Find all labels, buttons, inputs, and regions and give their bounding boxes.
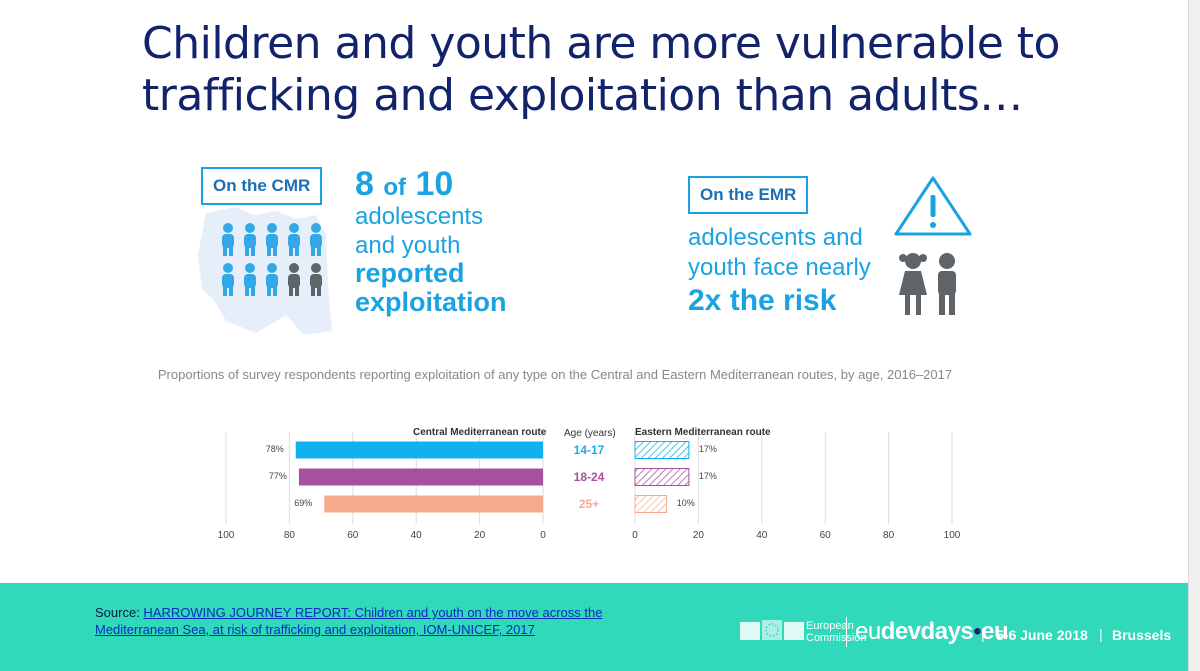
tick-left: 100 [217, 530, 235, 541]
central-value-label: 77% [268, 471, 287, 481]
eudevdays-logo[interactable]: eudevdays•eu [855, 618, 1009, 646]
central-route-header: Central Mediterranean route [413, 427, 547, 438]
central-value-label: 69% [294, 498, 313, 508]
cmr-label: On the CMR [201, 167, 323, 205]
ec-line1: European [806, 620, 854, 632]
eastern-bar-14-17 [634, 441, 690, 459]
cmr-stat-of: of [383, 174, 407, 201]
emr-line3: 2x the risk [688, 284, 837, 317]
people-icons-8-of-10 [222, 223, 322, 296]
tick-right: 0 [632, 530, 638, 541]
tick-left: 60 [347, 530, 359, 541]
site-eu: eu [855, 618, 881, 645]
tick-right: 40 [756, 530, 768, 541]
site-dot: • [973, 618, 982, 645]
age-label-18-24: 18-24 [573, 470, 605, 484]
tick-right: 80 [883, 530, 895, 541]
site-dev: devdays [880, 618, 974, 645]
warning-icon [894, 176, 972, 236]
cmr-line1: adolescents [355, 203, 484, 230]
chart-bars [295, 441, 690, 513]
age-label-14-17: 14-17 [573, 443, 605, 457]
footer-sep1: | [981, 626, 985, 642]
footer-divider [846, 617, 847, 647]
tick-left: 20 [474, 530, 486, 541]
footer-band [0, 583, 1200, 671]
eastern-bar-25+ [634, 495, 668, 513]
cmr-stat-b: 10 [415, 165, 454, 203]
cmr-line2: and youth [355, 232, 461, 259]
vertical-scrollbar[interactable] [1188, 0, 1200, 671]
cmr-stat: 8 of 10 [355, 165, 453, 204]
european-commission-logo-icon [740, 620, 804, 640]
age-header: Age (years) [564, 428, 616, 439]
page-title: Children and youth are more vulnerable t… [142, 18, 1060, 121]
tick-left: 80 [283, 530, 295, 541]
eastern-value-label: 10% [676, 498, 695, 508]
central-bar-14-17 [295, 441, 543, 459]
event-city: Brussels [1112, 627, 1172, 643]
european-commission-label: European Commission [806, 620, 867, 644]
tick-left: 40 [410, 530, 422, 541]
emr-line1: adolescents and [688, 224, 863, 251]
source-link-line1[interactable]: HARROWING JOURNEY REPORT: Children and y… [143, 605, 603, 620]
emr-label: On the EMR [688, 176, 809, 214]
children-icon [899, 253, 956, 315]
cmr-line4: exploitation [355, 287, 507, 317]
source-prefix: Source: [95, 605, 144, 620]
chart-caption: Proportions of survey respondents report… [157, 367, 953, 382]
person-icon-row1 [222, 223, 322, 256]
emr-line2: youth face nearly [688, 254, 871, 281]
central-value-label: 78% [265, 444, 284, 454]
site-tld: eu [981, 618, 1009, 645]
eastern-value-label: 17% [698, 444, 717, 454]
tick-right: 20 [692, 530, 704, 541]
cmr-line3: reported [355, 258, 465, 288]
eastern-bar-18-24 [634, 468, 690, 486]
eastern-route-header: Eastern Mediterranean route [635, 427, 771, 438]
eastern-value-label: 17% [698, 471, 717, 481]
central-bar-18-24 [298, 468, 543, 486]
central-bar-25+ [324, 495, 543, 513]
tick-right: 100 [943, 530, 961, 541]
source-link-line2[interactable]: Mediterranean Sea, at risk of traffickin… [95, 622, 535, 637]
tick-right: 60 [819, 530, 831, 541]
ec-line2: Commission [806, 632, 867, 644]
age-label-25+: 25+ [578, 497, 600, 511]
source-citation: Source: HARROWING JOURNEY REPORT: Childr… [95, 604, 635, 638]
event-dates: 5-6 June 2018 [996, 627, 1088, 643]
footer-sep2: | [1099, 626, 1103, 642]
cmr-stat-a: 8 [355, 165, 374, 203]
tick-left: 0 [540, 530, 546, 541]
exploitation-bar-chart [225, 432, 953, 524]
